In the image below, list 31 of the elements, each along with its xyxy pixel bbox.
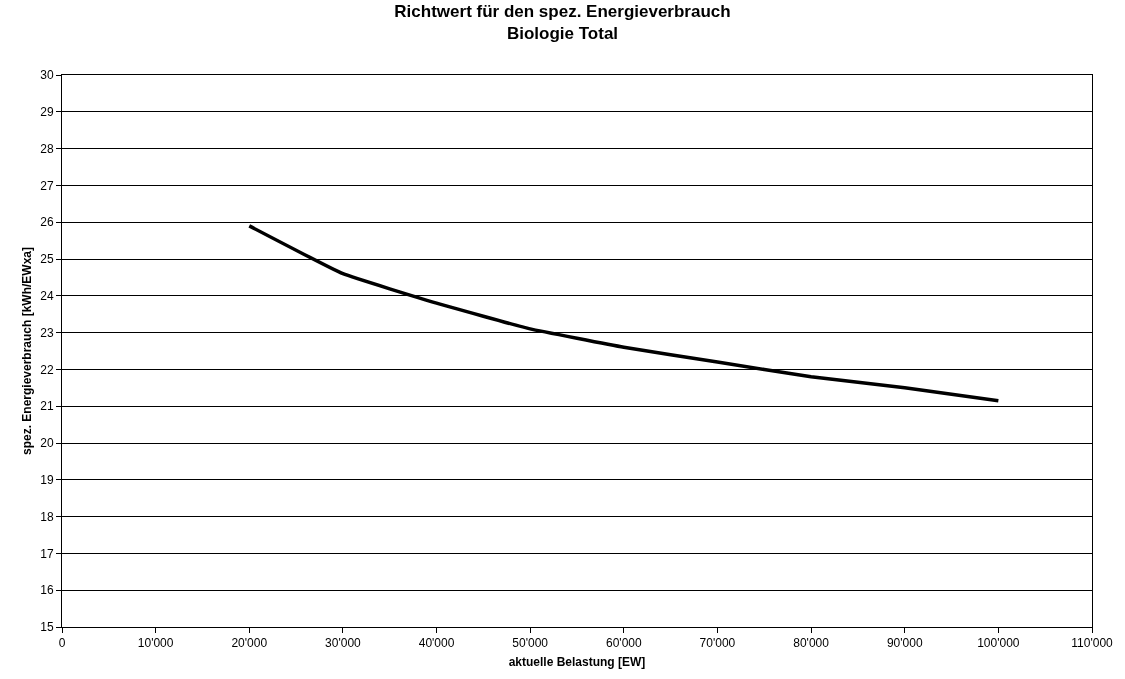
- y-tick-label: 19: [40, 473, 54, 487]
- x-tick-label: 0: [58, 636, 66, 651]
- y-tick-label: 16: [40, 583, 54, 598]
- x-tick-label: 110'000: [1071, 636, 1114, 651]
- y-tick-label: 17: [40, 546, 54, 561]
- x-tick-label: 50'000: [512, 636, 549, 651]
- x-tick-label: 40'000: [418, 636, 455, 651]
- y-tick-label: 26: [40, 215, 54, 230]
- y-tick-label: 27: [40, 178, 54, 193]
- x-tick-label: 70'000: [699, 636, 736, 651]
- y-tick-label: 30: [40, 68, 54, 83]
- x-tick-label: 100'000: [977, 636, 1020, 651]
- chart-title: Richtwert für den spez. Energieverbrauch Biologie Total: [394, 1, 731, 44]
- x-tick-label: 90'000: [886, 636, 923, 651]
- x-tick-label: 60'000: [605, 636, 642, 651]
- y-tick-label: 20: [40, 436, 54, 451]
- y-tick-label: 15: [40, 620, 54, 635]
- y-tick-label: 25: [40, 252, 54, 267]
- y-tick-label: 22: [40, 362, 54, 377]
- y-tick-label: 24: [40, 289, 54, 303]
- y-tick-label: 28: [40, 141, 54, 156]
- x-tick-label: 30'000: [325, 636, 362, 651]
- y-axis-title: spez. Energieverbrauch [kWh/EWxa]: [19, 246, 34, 456]
- y-tick-label: 23: [40, 325, 54, 340]
- y-tick-label: 29: [40, 105, 54, 119]
- x-tick-label: 80'000: [793, 636, 830, 651]
- x-tick-label: 10'000: [137, 636, 174, 651]
- x-tick-label: 20'000: [231, 636, 268, 651]
- x-axis-title: aktuelle Belastung [EW]: [508, 655, 646, 670]
- y-tick-label: 21: [40, 399, 54, 414]
- y-tick-label: 18: [40, 509, 54, 524]
